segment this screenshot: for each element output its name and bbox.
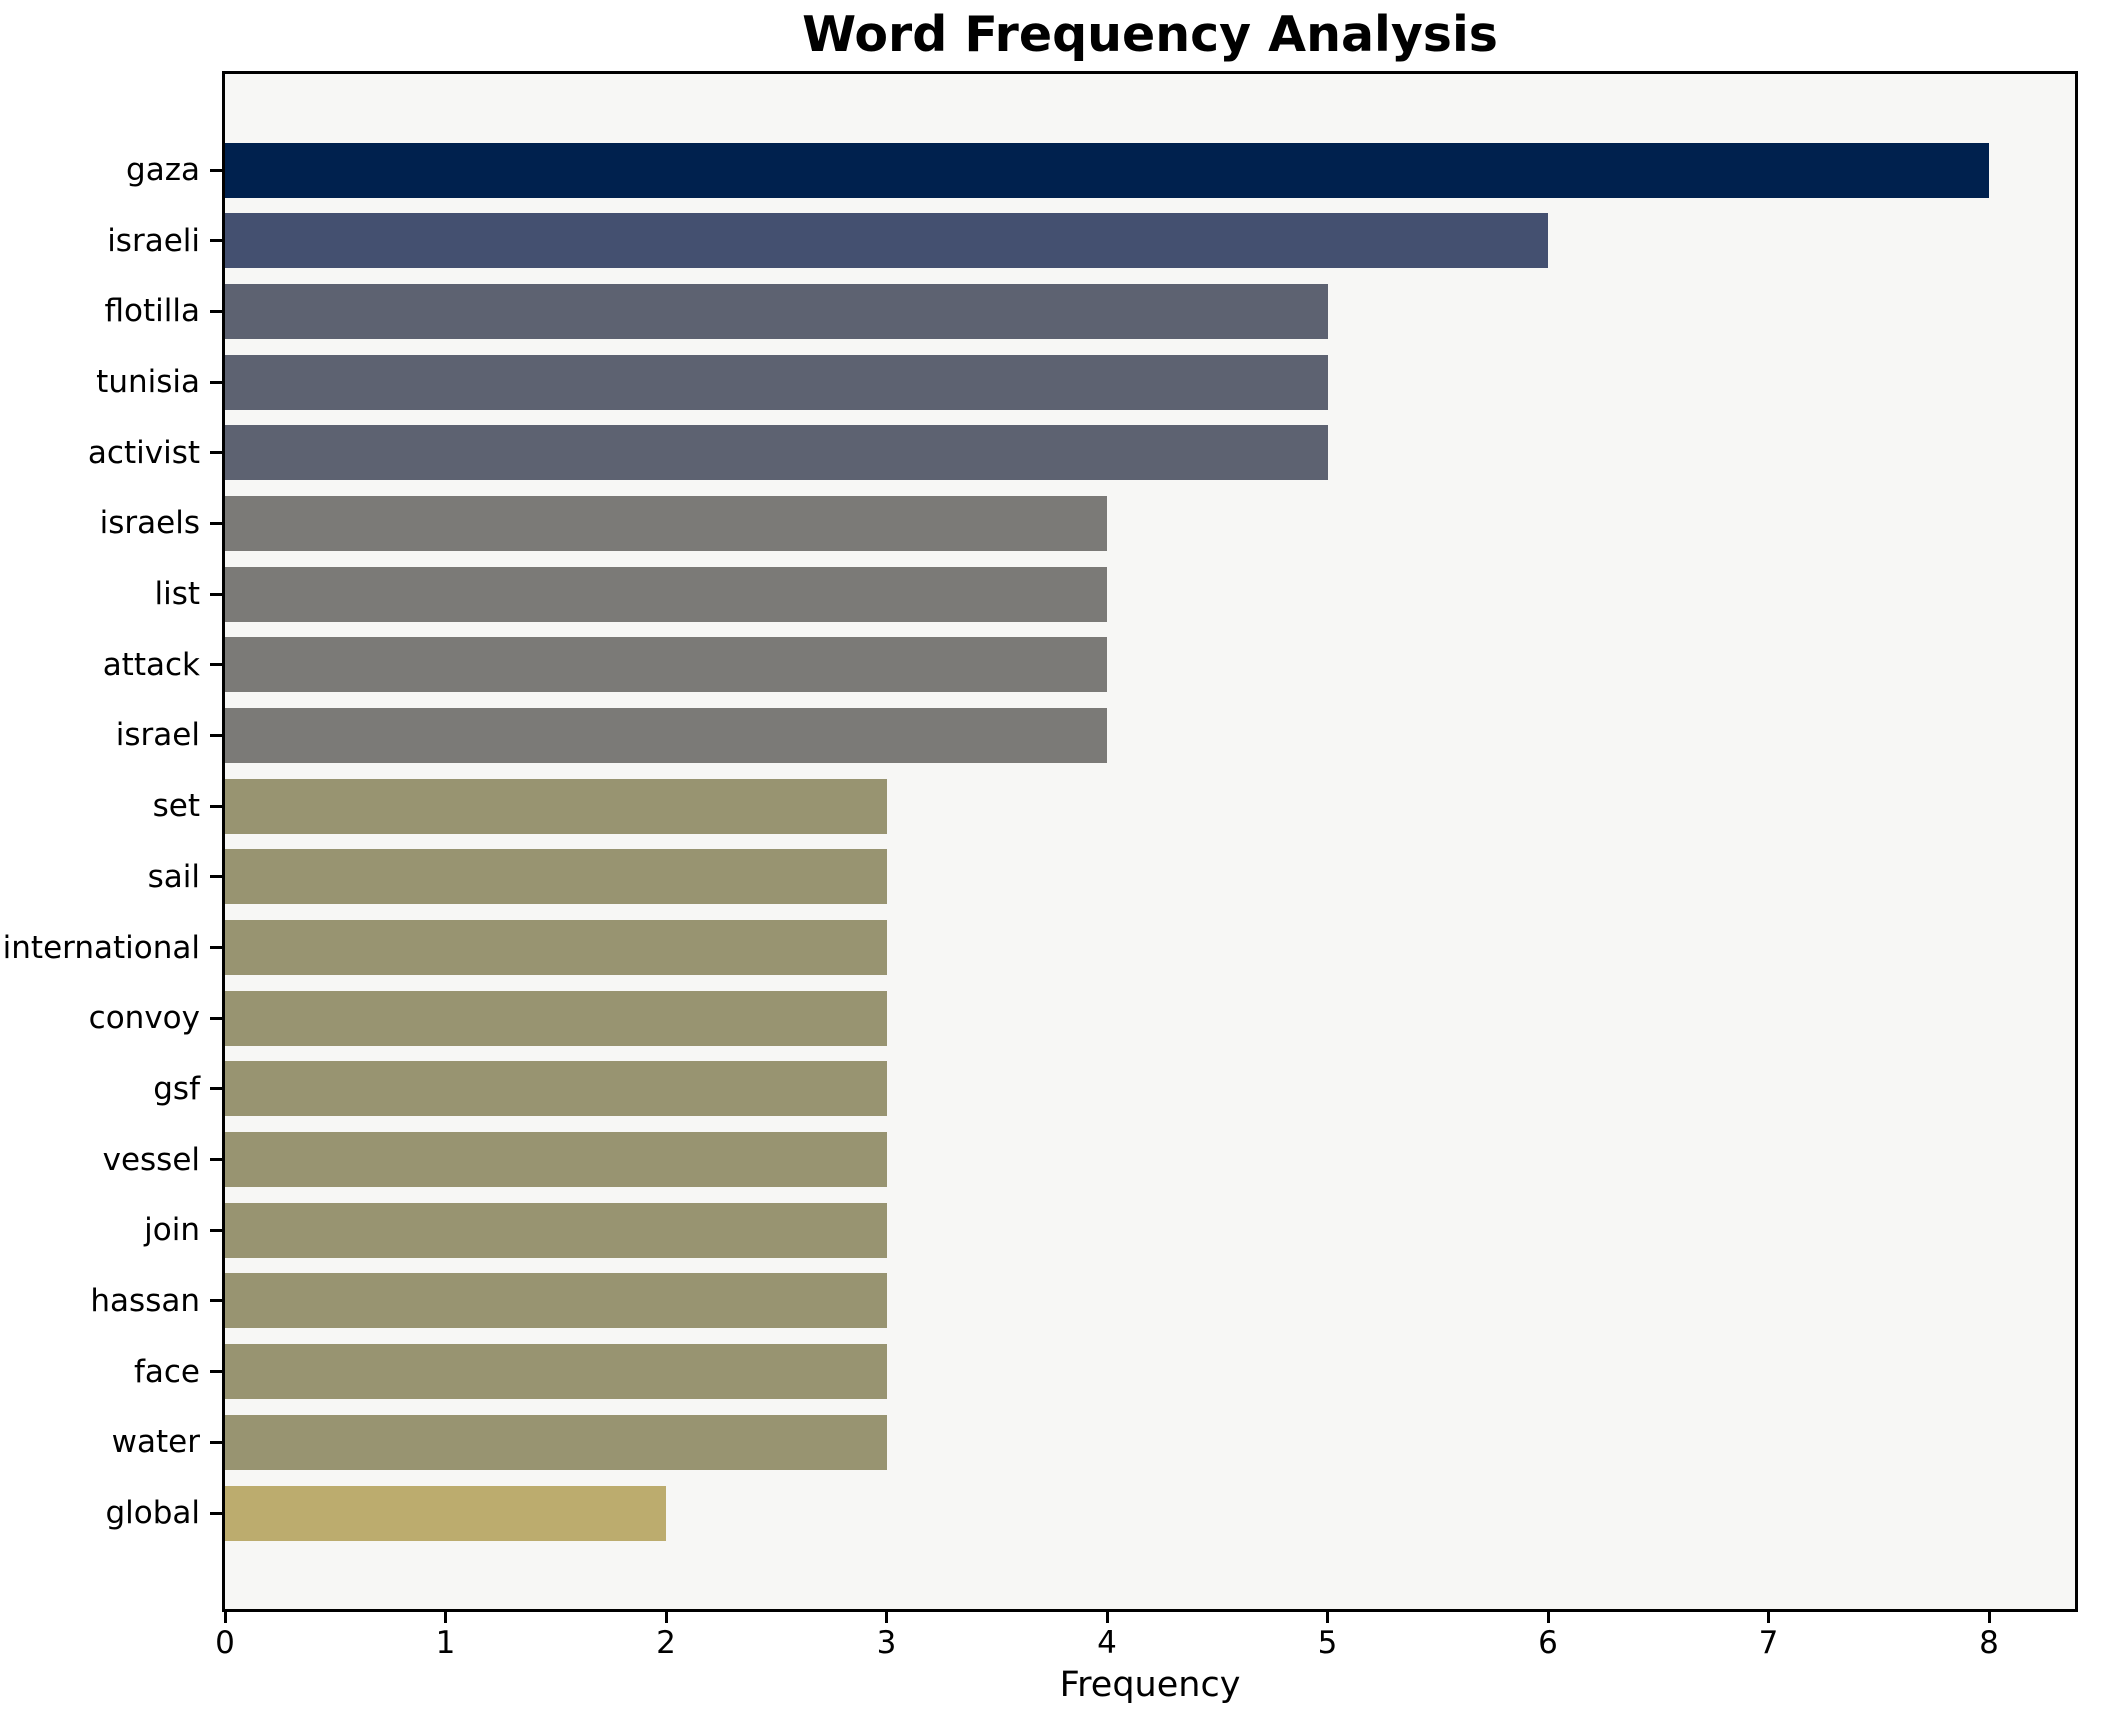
bar-israeli	[225, 213, 1548, 269]
x-tick-7	[1767, 1612, 1770, 1623]
x-tick-2	[664, 1612, 668, 1623]
bar-israel	[225, 707, 1107, 763]
y-tick-label-global: global	[105, 1495, 200, 1531]
y-tick-gsf	[210, 1087, 222, 1091]
bar-tunisia	[225, 354, 1328, 410]
y-tick-global	[210, 1511, 222, 1515]
y-tick-attack	[210, 663, 222, 667]
y-tick-label-face: face	[133, 1353, 200, 1390]
y-tick-label-tunisia: tunisia	[96, 364, 200, 401]
y-tick-label-attack: attack	[102, 646, 200, 683]
y-tick-label-activist: activist	[87, 434, 200, 471]
bar-water	[225, 1414, 887, 1470]
bar-join	[225, 1202, 887, 1258]
y-tick-international	[210, 946, 222, 950]
y-tick-israel	[210, 733, 222, 737]
y-tick-label-israel: israel	[115, 717, 200, 754]
bar-list	[225, 566, 1107, 622]
bar-attack	[225, 637, 1107, 693]
bar-vessel	[225, 1132, 887, 1188]
y-tick-gaza	[210, 168, 222, 172]
x-tick-label-2: 2	[656, 1625, 676, 1661]
bar-gaza	[225, 142, 1989, 198]
chart-title: Word Frequency Analysis	[802, 6, 1498, 63]
y-tick-label-international: international	[2, 929, 200, 966]
bar-israels	[225, 495, 1107, 551]
y-tick-label-join: join	[144, 1212, 200, 1249]
bar-sail	[225, 849, 887, 905]
x-tick-0	[223, 1612, 227, 1623]
y-tick-label-water: water	[111, 1424, 200, 1461]
y-tick-list	[210, 592, 222, 596]
y-tick-label-israeli: israeli	[107, 222, 200, 259]
y-tick-water	[210, 1440, 222, 1444]
x-tick-label-4: 4	[1097, 1625, 1117, 1661]
plot-area	[222, 71, 2078, 1612]
y-tick-face	[210, 1370, 222, 1374]
bar-flotilla	[225, 283, 1328, 339]
x-tick-label-5: 5	[1317, 1625, 1338, 1661]
bar-set	[225, 778, 887, 834]
y-tick-label-hassan: hassan	[90, 1282, 200, 1319]
x-tick-label-6: 6	[1538, 1625, 1558, 1661]
bar-gsf	[225, 1061, 887, 1117]
y-tick-activist	[210, 451, 222, 455]
x-tick-5	[1326, 1612, 1329, 1623]
x-tick-3	[885, 1612, 888, 1623]
y-tick-label-gsf: gsf	[153, 1070, 200, 1107]
x-tick-1	[444, 1612, 447, 1623]
y-tick-set	[210, 804, 222, 808]
y-tick-vessel	[210, 1158, 222, 1162]
y-tick-label-gaza: gaza	[126, 152, 200, 188]
y-tick-label-sail: sail	[147, 858, 200, 895]
y-tick-flotilla	[210, 309, 222, 313]
bar-convoy	[225, 990, 887, 1046]
y-tick-israeli	[210, 239, 222, 243]
x-tick-label-0: 0	[215, 1625, 235, 1661]
y-tick-israels	[210, 521, 222, 525]
bar-hassan	[225, 1273, 887, 1329]
bar-international	[225, 920, 887, 976]
x-tick-4	[1105, 1612, 1109, 1623]
x-axis-label: Frequency	[1059, 1665, 1241, 1705]
y-tick-label-set: set	[152, 788, 200, 825]
y-tick-label-flotilla: flotilla	[104, 293, 200, 330]
y-tick-label-vessel: vessel	[102, 1141, 200, 1178]
y-tick-convoy	[210, 1016, 222, 1020]
y-tick-label-list: list	[154, 576, 200, 613]
y-tick-hassan	[210, 1299, 222, 1303]
x-tick-label-7: 7	[1758, 1625, 1779, 1661]
x-tick-label-3: 3	[876, 1625, 897, 1661]
y-tick-sail	[210, 875, 222, 879]
bar-global	[225, 1485, 666, 1541]
x-tick-label-1: 1	[435, 1625, 456, 1661]
y-tick-tunisia	[210, 380, 222, 384]
x-tick-label-8: 8	[1979, 1625, 1999, 1661]
y-tick-join	[210, 1228, 222, 1232]
x-tick-8	[1987, 1612, 1991, 1623]
y-tick-label-convoy: convoy	[88, 1000, 200, 1037]
bar-activist	[225, 425, 1328, 481]
x-tick-6	[1546, 1612, 1550, 1623]
bar-face	[225, 1344, 887, 1400]
y-tick-label-israels: israels	[99, 505, 200, 542]
